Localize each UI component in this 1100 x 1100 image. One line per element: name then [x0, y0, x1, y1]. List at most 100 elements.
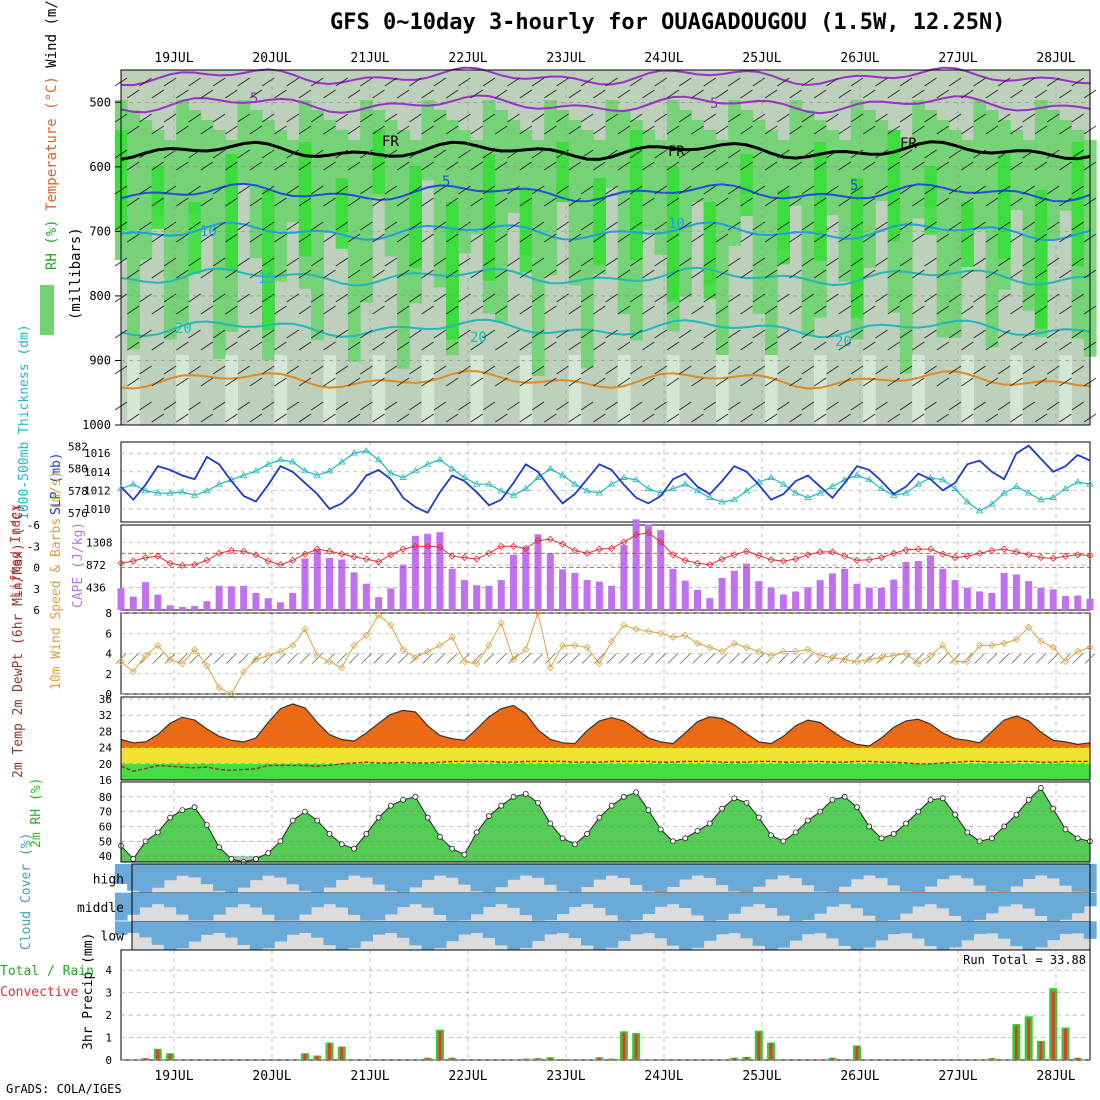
wind-barb — [335, 221, 349, 231]
wind-barb — [642, 161, 655, 171]
thickness-point — [485, 480, 493, 487]
wind-barb — [912, 653, 924, 664]
wind-barb — [605, 185, 618, 195]
wind-barb — [200, 341, 214, 351]
wind-barb — [936, 161, 950, 171]
wind-barb — [973, 365, 986, 375]
rh-point — [719, 805, 725, 812]
wind-speed-point — [399, 645, 407, 654]
wind-barb — [912, 377, 925, 387]
slp-tick: 1012 — [84, 484, 111, 497]
wind-barb — [495, 305, 508, 315]
cloud-cell — [519, 921, 533, 948]
wind-barb — [396, 305, 410, 315]
wind-barb — [789, 413, 802, 423]
rh-point — [657, 826, 664, 833]
wind-barb — [666, 233, 680, 243]
wind-barb — [164, 653, 176, 664]
wind-barb — [728, 185, 741, 195]
rh-cell — [912, 355, 925, 425]
wind-barb — [997, 77, 1011, 87]
wind-barb — [1059, 413, 1072, 423]
wind-barb — [912, 125, 925, 135]
wind-barb — [237, 221, 250, 231]
wind-barb — [335, 113, 349, 123]
cape-bar — [571, 572, 579, 610]
wind-barb — [629, 149, 643, 159]
cloud-cell — [691, 864, 705, 876]
rh-cell — [593, 178, 606, 266]
thickness-point — [411, 467, 420, 474]
rh-point — [1025, 796, 1032, 803]
cloud-cell — [580, 921, 594, 946]
rh-cell — [335, 178, 349, 249]
wind-barb — [642, 269, 655, 279]
wind-barb — [643, 653, 654, 664]
rh-cell — [249, 110, 263, 259]
cloud-cell — [396, 921, 410, 938]
rh-area — [121, 787, 1090, 862]
wind-barb — [348, 653, 360, 664]
wind-barb — [274, 89, 287, 99]
wind-barb — [261, 401, 275, 411]
wind-barb — [372, 89, 385, 99]
cape-bar — [853, 583, 861, 610]
wind-barb — [200, 125, 214, 135]
wind-barb — [139, 401, 152, 411]
wind-barb — [936, 305, 950, 315]
precip-convective-bar — [622, 1032, 626, 1060]
ylabel-slp: SLP (mb) — [49, 452, 64, 515]
cloud-cell — [163, 892, 177, 908]
wind-barb — [212, 329, 226, 339]
wind-barb — [703, 293, 716, 303]
wind-barb — [593, 413, 606, 423]
thickness-point — [877, 484, 886, 492]
cloud-cell — [593, 921, 606, 950]
rh-point — [1074, 835, 1081, 842]
wind-barb — [691, 377, 704, 387]
wind-barb — [764, 197, 778, 207]
wind-barb — [139, 113, 152, 123]
wind-barb — [838, 125, 851, 135]
wind-barb — [249, 197, 263, 207]
wind-barb — [127, 197, 140, 207]
wind-barb — [237, 329, 250, 339]
rh-cell — [1034, 190, 1048, 329]
rh-cell — [764, 130, 778, 358]
cape-bar — [718, 578, 726, 610]
wind-barb — [924, 401, 937, 411]
cape-bar — [338, 559, 346, 610]
wind-barb — [225, 377, 238, 387]
temp-tick: 28 — [99, 725, 112, 738]
isotherm-line — [120, 266, 1091, 287]
lifted-index-point — [779, 557, 787, 565]
wind-barb — [568, 341, 582, 351]
lifted-index-point — [890, 549, 898, 557]
wind-barb — [691, 305, 704, 315]
cloud-cell — [163, 864, 177, 881]
wind-barb — [985, 197, 999, 207]
cloud-cell — [961, 921, 974, 941]
thickness-point — [620, 473, 628, 480]
wind-barb — [347, 125, 361, 135]
lifted-index-point — [117, 559, 125, 567]
wind-barb — [163, 329, 177, 339]
wind-barb — [642, 377, 655, 387]
date-label: 25JUL — [742, 51, 781, 66]
cloud-cell — [826, 864, 840, 893]
wind-barb — [605, 149, 618, 159]
wind-barb — [752, 401, 766, 411]
wind-barb — [311, 329, 324, 339]
cloud-cell — [237, 892, 251, 905]
cloud-cell — [225, 864, 239, 893]
wind-barb — [875, 365, 888, 375]
wind-barb — [838, 89, 851, 99]
cape-bar — [276, 602, 284, 610]
cloud-cell — [1071, 864, 1085, 892]
wind-barb — [715, 413, 729, 423]
wind-barb — [396, 125, 410, 135]
thickness-point — [693, 487, 702, 494]
lifted-index-point — [166, 559, 174, 567]
wind-barb — [261, 329, 275, 339]
cape-bar — [154, 594, 162, 610]
